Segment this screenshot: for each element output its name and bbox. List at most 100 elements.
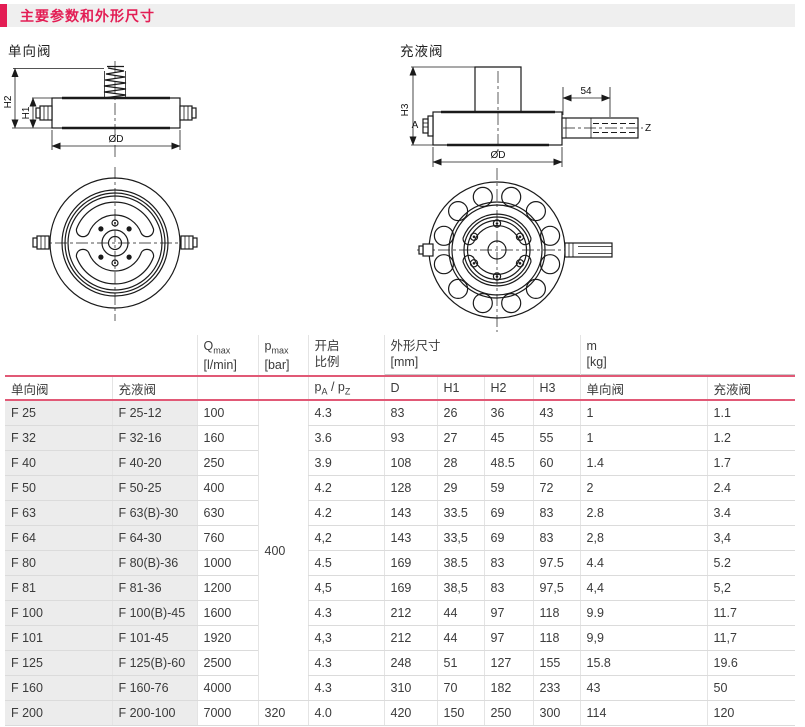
ratio-s1: A: [321, 386, 328, 397]
cell-ratio: 4.2: [307, 475, 384, 501]
cell-m2: 1.2: [706, 425, 796, 451]
table-row: F 80 F 80(B)-36 1000 4.5 169 38.5 83 97.5 4.4 5.2: [5, 550, 796, 576]
cell-m1: 1.4: [579, 450, 708, 476]
cell-check: F 80: [5, 550, 112, 576]
cell-d: 108: [383, 450, 437, 476]
cell-m2: 3,4: [706, 525, 796, 551]
cell-fill: F 101-45: [111, 625, 197, 651]
fill-valve-top-view: [417, 168, 613, 332]
subhead-mass-check: 单向阀: [579, 376, 708, 401]
cell-fill: F 80(B)-36: [111, 550, 197, 576]
subhead-q-empty: [196, 376, 258, 401]
fill-valve-label: 充液阀: [400, 44, 444, 59]
cell-h2: 83: [483, 550, 533, 576]
cell-check: F 200: [5, 700, 112, 726]
dim-d-label-right: ØD: [491, 150, 506, 161]
cell-h1: 150: [436, 700, 484, 726]
cell-h3: 60: [532, 450, 581, 476]
table-row: F 125 F 125(B)-60 2500 4.3 248 51 127 155 15.8 19…: [5, 650, 796, 676]
dim-d-label: ØD: [109, 134, 124, 145]
cell-ratio: 4,5: [307, 575, 384, 601]
group-ratio: 开启 比例: [307, 335, 384, 377]
cell-d: 248: [383, 650, 437, 676]
group-header-row: Qmax [l/min] pmax [bar] 开启 比例 外形尺寸 [mm] …: [5, 335, 796, 377]
subhead-fill-valve: 充液阀: [111, 376, 197, 401]
cell-d: 169: [383, 550, 437, 576]
sub-header-row: 单向阀 充液阀 pA / pZ D H1 H2 H3 单向阀 充液阀: [5, 376, 796, 401]
table-body: F 25 F 25-12 100 400 4.3 83 26 36 43 1 1.1 F 32 F 32…: [5, 400, 796, 726]
cell-h3: 55: [532, 425, 581, 451]
table-row: F 160 F 160-76 4000 4.3 310 70 182 233 43 50: [5, 675, 796, 701]
fill-valve-side-view: A Z 54 H3 ØD: [400, 66, 651, 167]
cell-h1: 33,5: [436, 525, 484, 551]
cell-d: 93: [383, 425, 437, 451]
subhead-h1: H1: [436, 376, 484, 401]
cell-q: 100: [196, 400, 258, 426]
table-row: F 50 F 50-25 400 4.2 128 29 59 72 2 2.4: [5, 475, 796, 501]
pmax-symbol: p: [264, 339, 272, 353]
cell-h2: 83: [483, 575, 533, 601]
cell-m2: 11,7: [706, 625, 796, 651]
cell-d: 143: [383, 525, 437, 551]
cell-check: F 64: [5, 525, 112, 551]
group-qmax: Qmax [l/min]: [196, 335, 258, 377]
cell-h3: 97,5: [532, 575, 581, 601]
check-valve-drawing: H2 H1 ØD: [3, 61, 198, 321]
cell-m2: 3.4: [706, 500, 796, 526]
cell-ratio: 3.6: [307, 425, 384, 451]
cell-check: F 40: [5, 450, 112, 476]
ratio-s2: Z: [344, 386, 351, 397]
dim-h3-label: H3: [400, 103, 411, 116]
cell-h1: 38.5: [436, 550, 484, 576]
cell-m2: 5.2: [706, 550, 796, 576]
cell-h2: 45: [483, 425, 533, 451]
subhead-h3: H3: [532, 376, 581, 401]
subhead-d: D: [383, 376, 437, 401]
cell-m1: 2.8: [579, 500, 708, 526]
cell-q: 7000: [196, 700, 258, 726]
cell-check: F 101: [5, 625, 112, 651]
group-mass: m [kg]: [579, 335, 796, 377]
cell-m2: 50: [706, 675, 796, 701]
cell-m2: 11.7: [706, 600, 796, 626]
table-row: F 200 F 200-100 7000 320 4.0 420 150 250 300 114 1…: [5, 700, 796, 726]
parameter-table: Qmax [l/min] pmax [bar] 开启 比例 外形尺寸 [mm] …: [5, 335, 796, 726]
cell-ratio: 4.3: [307, 650, 384, 676]
dim-h2-label: H2: [3, 95, 14, 108]
table-row: F 32 F 32-16 160 3.6 93 27 45 55 1 1.2: [5, 425, 796, 451]
dims-unit: [mm]: [390, 355, 419, 370]
cell-fill: F 160-76: [111, 675, 197, 701]
qmax-unit: [l/min]: [203, 358, 237, 373]
cell-m1: 9.9: [579, 600, 708, 626]
subhead-h2: H2: [483, 376, 533, 401]
fill-valve-drawing: A Z 54 H3 ØD: [400, 66, 651, 332]
cell-h3: 118: [532, 625, 581, 651]
cell-h3: 83: [532, 500, 581, 526]
cell-h1: 70: [436, 675, 484, 701]
port-z-label: Z: [645, 123, 651, 134]
cell-m2: 19.6: [706, 650, 796, 676]
cell-fill: F 50-25: [111, 475, 197, 501]
cell-h1: 44: [436, 625, 484, 651]
cell-d: 169: [383, 575, 437, 601]
cell-h1: 28: [436, 450, 484, 476]
cell-ratio: 3.9: [307, 450, 384, 476]
cell-m1: 43: [579, 675, 708, 701]
cell-fill: F 100(B)-45: [111, 600, 197, 626]
cell-ratio: 4.3: [307, 400, 384, 426]
cell-check: F 32: [5, 425, 112, 451]
cell-h2: 97: [483, 625, 533, 651]
cell-m2: 120: [706, 700, 796, 726]
group-empty: [5, 335, 197, 377]
table-row: F 25 F 25-12 100 400 4.3 83 26 36 43 1 1.1: [5, 400, 796, 701]
cell-ratio: 4,3: [307, 625, 384, 651]
cell-m1: 1: [579, 425, 708, 451]
qmax-symbol: Q: [203, 339, 214, 353]
cell-fill: F 32-16: [111, 425, 197, 451]
ratio-p1: p: [314, 379, 322, 394]
table-row: F 63 F 63(B)-30 630 4.2 143 33.5 69 83 2.8 3.4: [5, 500, 796, 526]
table-row: F 64 F 64-30 760 4,2 143 33,5 69 83 2,8 3,4: [5, 525, 796, 551]
cell-h2: 250: [483, 700, 533, 726]
cell-fill: F 63(B)-30: [111, 500, 197, 526]
mass-unit: [kg]: [586, 355, 607, 370]
